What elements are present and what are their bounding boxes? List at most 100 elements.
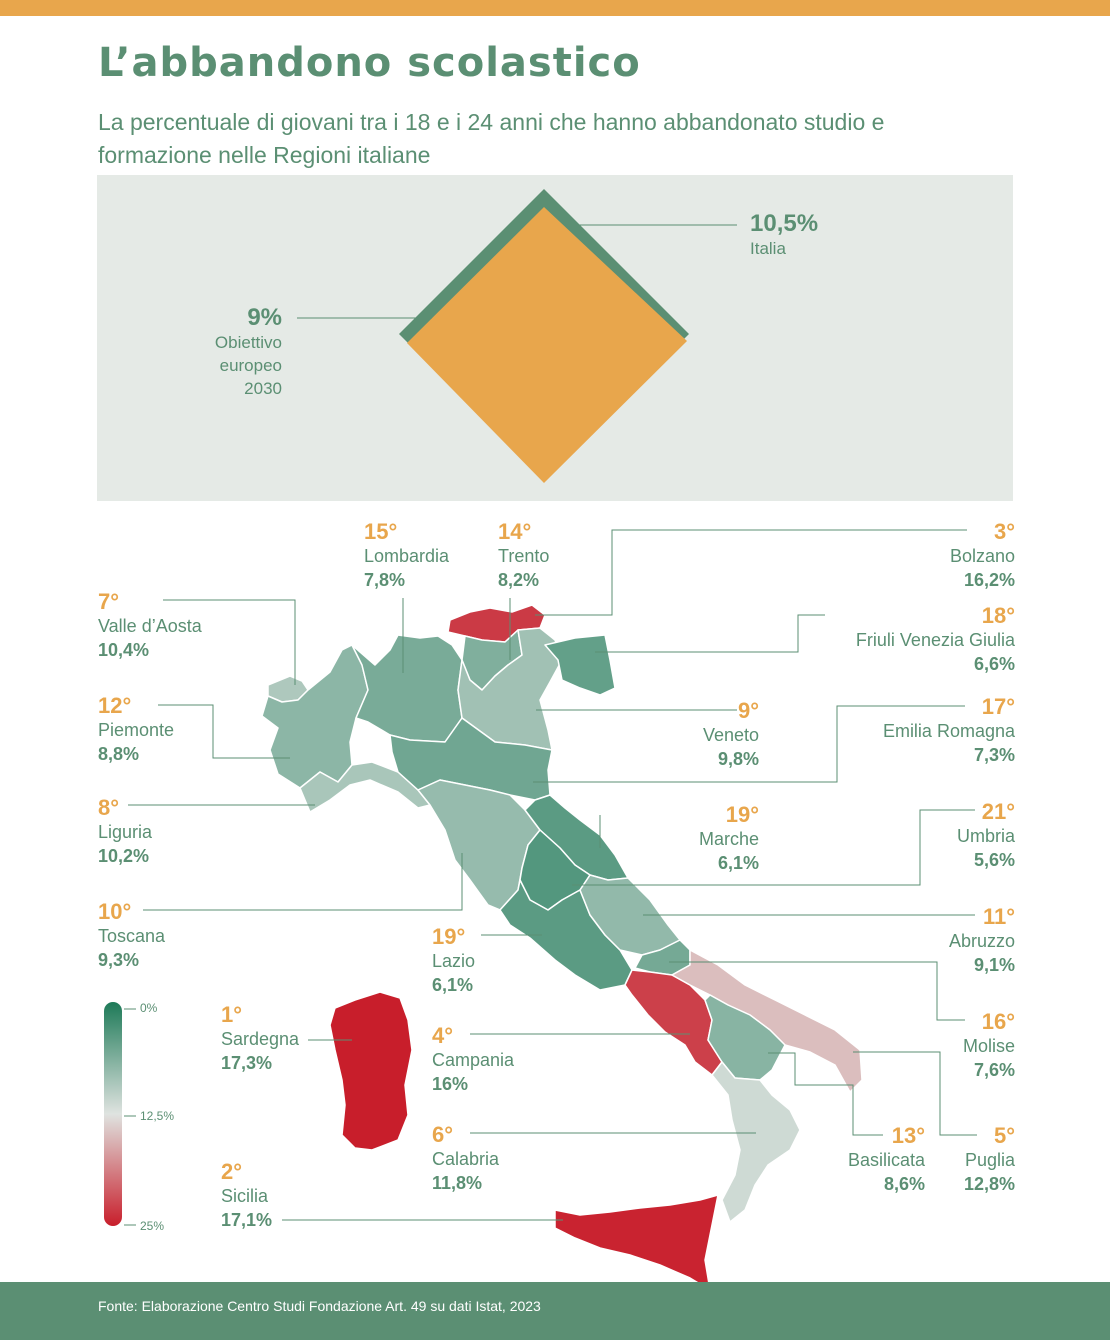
- region-name: Molise: [962, 1036, 1015, 1056]
- region-value: 8,6%: [883, 1174, 925, 1194]
- region-name: Trento: [498, 546, 550, 566]
- region-label-marche: 19° Marche 6,1%: [660, 803, 759, 875]
- region-value: 7,8%: [364, 570, 406, 590]
- region-value: 9,8%: [717, 749, 759, 769]
- region-label-valle-daosta: 7° Valle d’Aosta 10,4%: [98, 590, 202, 662]
- region-shape-sicilia: [554, 1194, 719, 1291]
- footer-bar: Fonte: Elaborazione Centro Studi Fondazi…: [0, 1282, 1110, 1340]
- region-value: 12,8%: [963, 1174, 1015, 1194]
- region-name: Basilicata: [847, 1150, 925, 1170]
- region-shape-sardegna: [329, 991, 413, 1151]
- region-rank: 11°: [982, 904, 1015, 929]
- page-subtitle: La percentuale di giovani tra i 18 e i 2…: [98, 109, 885, 168]
- region-rank: 19°: [725, 802, 759, 827]
- region-name: Sicilia: [221, 1186, 269, 1206]
- region-label-calabria: 6° Calabria 11,8%: [432, 1123, 499, 1195]
- region-rank: 21°: [981, 799, 1015, 824]
- italia-value: 10,5%: [750, 210, 819, 237]
- region-name: Lazio: [432, 951, 476, 971]
- region-rank: 15°: [364, 519, 398, 544]
- target-value: 9%: [247, 304, 282, 331]
- region-rank: 10°: [98, 899, 132, 924]
- region-label-lombardia: 15° Lombardia 7,8%: [364, 520, 449, 592]
- region-label-trento: 14° Trento 8,2%: [498, 520, 549, 592]
- top-accent-bar: [0, 0, 1110, 16]
- region-rank: 18°: [981, 603, 1015, 628]
- region-value: 7,3%: [973, 745, 1015, 765]
- region-shape-basilicata: [704, 994, 786, 1081]
- region-label-umbria: 21° Umbria 5,6%: [895, 800, 1015, 872]
- region-value: 6,1%: [432, 975, 474, 995]
- region-name: Veneto: [702, 725, 759, 745]
- region-shape-piemonte: [261, 644, 369, 789]
- region-name: Campania: [432, 1050, 515, 1070]
- region-label-liguria: 8° Liguria 10,2%: [98, 796, 152, 868]
- summary-diamond-chart: [297, 189, 737, 483]
- region-rank: 4°: [432, 1023, 454, 1048]
- legend-min: 0%: [140, 1001, 158, 1015]
- region-value: 7,6%: [973, 1060, 1015, 1080]
- region-label-abruzzo: 11° Abruzzo 9,1%: [895, 905, 1015, 977]
- region-name: Sardegna: [221, 1029, 300, 1049]
- region-name: Umbria: [956, 826, 1015, 846]
- region-value: 16%: [432, 1074, 469, 1094]
- region-rank: 13°: [891, 1123, 925, 1148]
- region-name: Emilia Romagna: [882, 721, 1015, 741]
- region-label-toscana: 10° Toscana 9,3%: [98, 900, 165, 972]
- region-name: Calabria: [432, 1149, 500, 1169]
- page-title: L’abbandono scolastico: [98, 40, 641, 86]
- region-value: 10,2%: [98, 846, 150, 866]
- region-rank: 14°: [498, 519, 532, 544]
- region-label-molise: 16° Molise 7,6%: [895, 1010, 1015, 1082]
- region-label-veneto: 9° Veneto 9,8%: [660, 699, 759, 771]
- region-label-emilia: 17° Emilia Romagna 7,3%: [815, 695, 1015, 767]
- region-label-sardegna: 1° Sardegna 17,3%: [221, 1003, 299, 1075]
- region-shape-friuli: [544, 634, 616, 696]
- region-rank: 9°: [737, 698, 759, 723]
- region-rank: 6°: [432, 1122, 454, 1147]
- region-shape-lombardia: [351, 634, 463, 743]
- region-value: 5,6%: [973, 850, 1015, 870]
- region-rank: 5°: [993, 1123, 1015, 1148]
- region-value: 11,8%: [432, 1173, 483, 1193]
- region-value: 9,3%: [98, 950, 140, 970]
- region-name: Puglia: [964, 1150, 1015, 1170]
- region-name: Abruzzo: [948, 931, 1015, 951]
- region-rank: 7°: [98, 589, 120, 614]
- legend-color-bar: [104, 1002, 122, 1226]
- region-value: 17,1%: [221, 1210, 273, 1230]
- region-name: Toscana: [98, 926, 166, 946]
- region-rank: 16°: [981, 1009, 1015, 1034]
- region-value: 16,2%: [963, 570, 1015, 590]
- region-shape-calabria: [711, 1061, 801, 1223]
- summary-panel: 10,5% Italia 9% Obiettivo europeo 2030: [97, 175, 1013, 501]
- region-name: Valle d’Aosta: [98, 616, 202, 636]
- region-rank: 19°: [432, 924, 466, 949]
- region-rank: 17°: [981, 694, 1015, 719]
- target-caption-3: 2030: [244, 379, 282, 398]
- italia-label: 10,5% Italia: [750, 211, 818, 260]
- legend-mid: 12,5%: [140, 1109, 175, 1123]
- region-value: 6,6%: [973, 654, 1015, 674]
- region-rank: 2°: [221, 1159, 243, 1184]
- region-name: Piemonte: [98, 720, 175, 740]
- region-rank: 8°: [98, 795, 120, 820]
- region-label-puglia: 5° Puglia 12,8%: [935, 1124, 1015, 1196]
- region-name: Liguria: [98, 822, 153, 842]
- region-value: 17,3%: [221, 1053, 273, 1073]
- target-caption-2: europeo: [219, 356, 282, 375]
- region-value: 10,4%: [98, 640, 150, 660]
- source-note: Fonte: Elaborazione Centro Studi Fondazi…: [98, 1298, 541, 1314]
- target-label: 9% Obiettivo europeo 2030: [187, 305, 282, 400]
- region-value: 8,2%: [498, 570, 540, 590]
- region-rank: 1°: [221, 1002, 243, 1027]
- target-diamond: [407, 207, 687, 483]
- region-label-lazio: 19° Lazio 6,1%: [432, 925, 475, 997]
- legend-max: 25%: [140, 1219, 165, 1233]
- region-label-friuli: 18° Friuli Venezia Giulia 6,6%: [795, 604, 1015, 676]
- region-label-bolzano: 3° Bolzano 16,2%: [815, 520, 1015, 592]
- region-label-sicilia: 2° Sicilia 17,1%: [221, 1160, 272, 1232]
- region-label-campania: 4° Campania 16%: [432, 1024, 514, 1096]
- italia-caption: Italia: [750, 239, 786, 258]
- region-rank: 3°: [993, 519, 1015, 544]
